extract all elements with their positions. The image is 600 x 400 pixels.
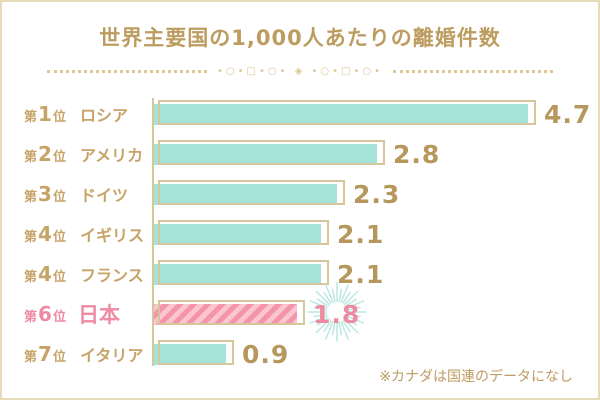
bar-cell: 0.9 <box>152 340 598 369</box>
value-wrap: 2.3 <box>353 180 400 209</box>
country-label: フランス <box>79 266 144 285</box>
chart-row: 第4位 フランス 2.1 <box>2 254 598 294</box>
row-label: 第6位 日本 <box>2 299 152 329</box>
rank-label: 第4位 <box>24 262 66 286</box>
divider-ornament: •○•□•○• ◈ •○•□•○• <box>216 65 384 77</box>
bar-value: 2.8 <box>393 139 441 169</box>
rank-suffix: 位 <box>52 230 66 245</box>
value-wrap: 2.1 <box>337 260 384 289</box>
divider-dots-left <box>47 69 207 73</box>
rank-label: 第3位 <box>24 182 66 206</box>
rank-suffix: 位 <box>52 350 66 365</box>
rank-label: 第7位 <box>24 342 66 366</box>
footnote: ※カナダは国連のデータになし <box>379 369 573 385</box>
country-label: ロシア <box>79 106 128 125</box>
bar-chart: 第1位 ロシア 4.7 第2位 アメリカ 2.8 第3位 ドイツ <box>2 94 598 374</box>
chart-row: 第1位 ロシア 4.7 <box>2 94 598 134</box>
bar-cell: 4.7 <box>152 100 598 129</box>
chart-row: 第6位 日本 1.8 <box>2 282 598 342</box>
value-wrap: 1.8 <box>306 282 367 342</box>
rank-number: 6 <box>38 302 52 326</box>
rank-number: 4 <box>38 262 52 286</box>
country-label: アメリカ <box>79 146 144 165</box>
rank-number: 2 <box>38 142 52 166</box>
rank-prefix: 第 <box>24 310 38 325</box>
rank-suffix: 位 <box>52 190 66 205</box>
bar <box>154 143 377 165</box>
row-label: 第2位 アメリカ <box>2 142 152 166</box>
bar-value: 2.1 <box>337 219 385 249</box>
chart-rows: 第1位 ロシア 4.7 第2位 アメリカ 2.8 第3位 ドイツ <box>2 94 598 374</box>
rank-prefix: 第 <box>24 190 38 205</box>
value-wrap: 2.8 <box>393 140 440 169</box>
country-label: ドイツ <box>79 186 128 205</box>
country-label: イギリス <box>79 226 144 245</box>
bar-cell: 1.8 <box>152 282 598 342</box>
rank-prefix: 第 <box>24 150 38 165</box>
rank-prefix: 第 <box>24 110 38 125</box>
bar <box>154 343 226 365</box>
rank-suffix: 位 <box>52 310 66 325</box>
bar-cell: 2.8 <box>152 140 598 169</box>
rank-suffix: 位 <box>52 110 66 125</box>
rank-label: 第4位 <box>24 222 66 246</box>
bar <box>154 183 337 205</box>
bar-value: 0.9 <box>242 339 290 369</box>
country-label: 日本 <box>77 303 120 327</box>
decorative-divider: •○•□•○• ◈ •○•□•○• <box>47 64 554 78</box>
chart-row: 第3位 ドイツ 2.3 <box>2 174 598 214</box>
bar-value: 2.3 <box>353 179 401 209</box>
bar-value: 4.7 <box>544 99 592 129</box>
rank-prefix: 第 <box>24 350 38 365</box>
rank-number: 3 <box>38 182 52 206</box>
rank-label: 第6位 <box>24 302 66 326</box>
bar-cell: 2.1 <box>152 220 598 249</box>
chart-row: 第2位 アメリカ 2.8 <box>2 134 598 174</box>
value-wrap: 4.7 <box>544 100 591 129</box>
bar <box>154 303 297 325</box>
rank-suffix: 位 <box>52 270 66 285</box>
bar-value: 2.1 <box>337 259 385 289</box>
rank-prefix: 第 <box>24 270 38 285</box>
axis-line <box>152 98 154 366</box>
bar-value: 1.8 <box>313 299 361 329</box>
bar-cell: 2.1 <box>152 260 598 289</box>
value-wrap: 2.1 <box>337 220 384 249</box>
rank-prefix: 第 <box>24 230 38 245</box>
chart-row: 第7位 イタリア 0.9 <box>2 334 598 374</box>
row-label: 第4位 イギリス <box>2 222 152 246</box>
country-label: イタリア <box>79 346 144 365</box>
row-label: 第3位 ドイツ <box>2 182 152 206</box>
row-label: 第1位 ロシア <box>2 102 152 126</box>
value-wrap: 0.9 <box>242 340 289 369</box>
bar <box>154 223 321 245</box>
rank-number: 1 <box>38 102 52 126</box>
rank-suffix: 位 <box>52 150 66 165</box>
row-label: 第7位 イタリア <box>2 342 152 366</box>
bar <box>154 103 528 125</box>
rank-number: 7 <box>38 342 52 366</box>
bar-cell: 2.3 <box>152 180 598 209</box>
rank-number: 4 <box>38 222 52 246</box>
row-label: 第4位 フランス <box>2 262 152 286</box>
divider-dots-right <box>393 69 554 73</box>
rank-label: 第1位 <box>24 102 66 126</box>
bar <box>154 263 321 285</box>
rank-label: 第2位 <box>24 142 66 166</box>
chart-title: 世界主要国の1,000人あたりの離婚件数 <box>99 26 501 50</box>
chart-row: 第4位 イギリス 2.1 <box>2 214 598 254</box>
